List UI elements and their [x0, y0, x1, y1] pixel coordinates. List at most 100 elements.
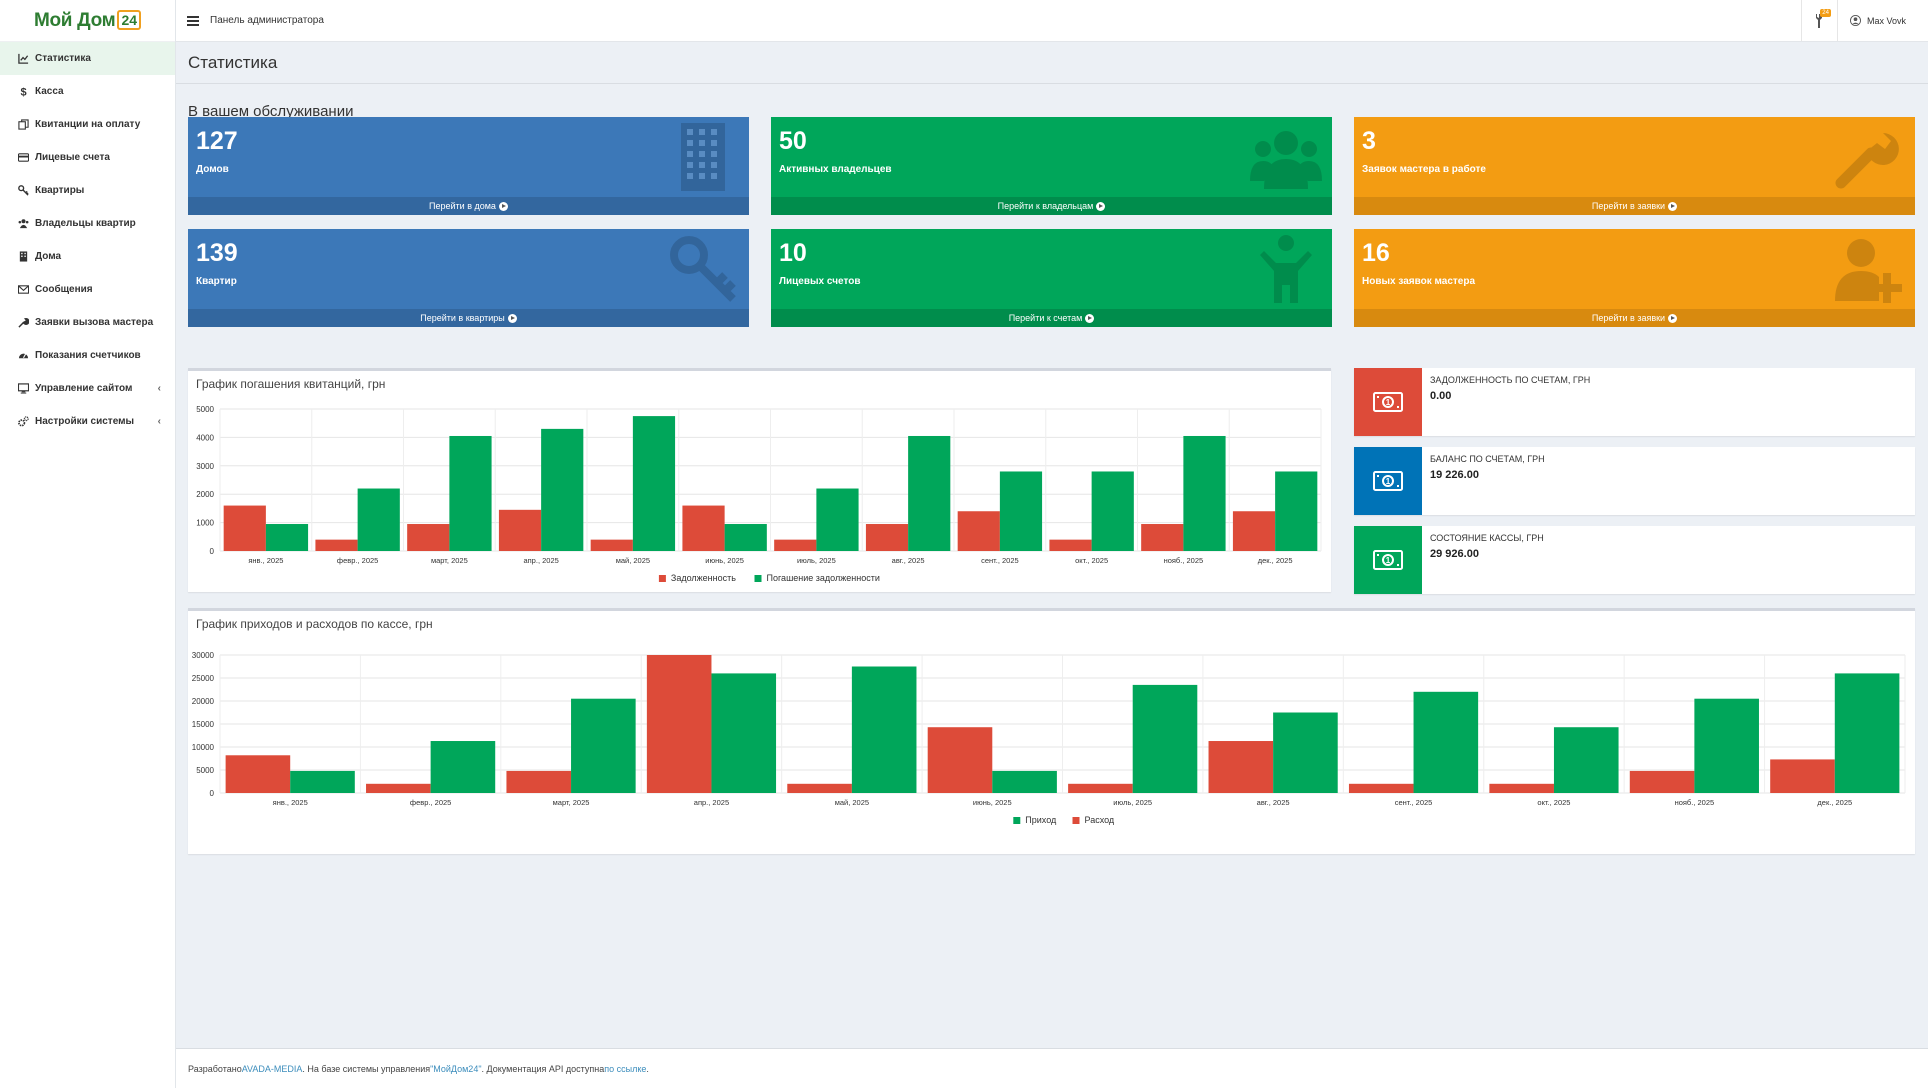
bar-Приход[interactable] — [571, 698, 636, 793]
bar-Задолженность[interactable] — [774, 539, 817, 551]
sidebar-item-label: Заявки вызова мастера — [35, 317, 154, 328]
legend-label[interactable]: Задолженность — [671, 573, 736, 583]
sidebar-item-0[interactable]: Статистика — [0, 42, 175, 75]
bar-Приход[interactable] — [1273, 712, 1338, 794]
sidebar-item-5[interactable]: Владельцы квартир — [0, 207, 175, 240]
bar-Расход[interactable] — [225, 755, 291, 793]
tile-link-label: Перейти в дома — [429, 201, 496, 211]
sidebar-item-label: Лицевые счета — [35, 152, 110, 163]
api-docs-link[interactable]: по ссылке — [604, 1063, 647, 1074]
bar-Задолженность[interactable] — [957, 511, 1000, 551]
footer-end: . — [646, 1063, 649, 1074]
bar-Расход[interactable] — [1208, 741, 1274, 793]
tile-link[interactable]: Перейти в заявки — [1354, 197, 1915, 215]
bar-Задолженность[interactable] — [315, 539, 358, 551]
sidebar-item-1[interactable]: $ Касса — [0, 75, 175, 108]
bar-Расход[interactable] — [366, 783, 431, 793]
sidebar-item-11[interactable]: Настройки системы ‹ — [0, 405, 175, 438]
sidebar-item-8[interactable]: Заявки вызова мастера — [0, 306, 175, 339]
bar-Погашение задолженности[interactable] — [449, 435, 492, 551]
y-tick-label: 2000 — [196, 490, 214, 499]
bar-Задолженность[interactable] — [498, 509, 542, 551]
bar-Расход[interactable] — [787, 783, 852, 793]
bar-Погашение задолженности[interactable] — [816, 488, 859, 551]
bar-Расход[interactable] — [927, 727, 993, 793]
bar-Приход[interactable] — [711, 673, 777, 793]
bar-Задолженность[interactable] — [407, 524, 450, 551]
bar-Расход[interactable] — [1770, 759, 1835, 793]
x-tick-label: сент., 2025 — [1395, 798, 1433, 807]
user-circle-icon — [1849, 15, 1861, 26]
bar-Расход[interactable] — [1348, 783, 1414, 793]
bar-Задолженность[interactable] — [865, 524, 909, 551]
bar-Приход[interactable] — [1132, 684, 1198, 793]
bar-Приход[interactable] — [1553, 727, 1619, 793]
bar-Задолженность[interactable] — [1232, 511, 1276, 551]
wrench-icon — [17, 317, 29, 329]
bar-Приход[interactable] — [1694, 698, 1759, 793]
bar-Расход[interactable] — [1068, 783, 1133, 793]
sidebar-item-7[interactable]: Сообщения — [0, 273, 175, 306]
bar-Погашение задолженности[interactable] — [999, 471, 1043, 551]
bar-Задолженность[interactable] — [223, 505, 266, 551]
arrow-circle-right-icon — [1096, 201, 1106, 211]
bar-Погашение задолженности[interactable] — [724, 524, 767, 551]
bar-Приход[interactable] — [851, 666, 917, 794]
bar-Приход[interactable] — [1834, 673, 1900, 793]
sidebar-item-10[interactable]: Управление сайтом ‹ — [0, 372, 175, 405]
x-tick-label: май, 2025 — [616, 556, 650, 565]
sidebar-item-4[interactable]: Квартиры — [0, 174, 175, 207]
bar-Погашение задолженности[interactable] — [265, 524, 309, 551]
bar-Приход[interactable] — [1413, 691, 1479, 793]
product-link[interactable]: "МойДом24" — [430, 1063, 482, 1074]
dollar-icon: $ — [17, 86, 29, 98]
user-menu[interactable]: Max Vovk — [1836, 0, 1928, 41]
y-tick-label: 3000 — [196, 462, 214, 471]
bar-Приход[interactable] — [290, 770, 355, 793]
x-tick-label: дек., 2025 — [1817, 798, 1852, 807]
sidebar-item-9[interactable]: Показания счетчиков — [0, 339, 175, 372]
developer-link[interactable]: AVADA-MEDIA — [241, 1063, 303, 1074]
bar-Расход[interactable] — [1489, 783, 1554, 793]
notifications-button[interactable]: 24 — [1800, 0, 1837, 41]
legend-label[interactable]: Погашение задолженности — [767, 573, 880, 583]
bar-Погашение задолженности[interactable] — [357, 488, 400, 551]
bar-Погашение задолженности[interactable] — [1275, 471, 1318, 551]
tile-link-label: Перейти в заявки — [1591, 313, 1666, 323]
bar-Приход[interactable] — [430, 741, 496, 793]
money-icon: 1 — [1354, 447, 1422, 515]
stat-tile: 139 Квартир Перейти в квартиры — [188, 229, 749, 327]
legend-label[interactable]: Расход — [1085, 815, 1115, 825]
bar-Задолженность[interactable] — [590, 539, 633, 551]
y-tick-label: 5000 — [196, 405, 214, 414]
legend-label[interactable]: Приход — [1025, 815, 1057, 825]
bar-Задолженность[interactable] — [682, 505, 725, 551]
info-label: СОСТОЯНИЕ КАССЫ, ГРН — [1430, 533, 1544, 543]
tile-label: Новых заявок мастера — [1362, 276, 1476, 287]
tile-link[interactable]: Перейти в заявки — [1354, 309, 1915, 327]
tile-link[interactable]: Перейти к счетам — [771, 309, 1332, 327]
bar-Расход[interactable] — [646, 655, 712, 793]
bar-Задолженность[interactable] — [1141, 524, 1184, 551]
sidebar-item-2[interactable]: Квитанции на оплату — [0, 108, 175, 141]
credit-card-icon — [17, 152, 29, 164]
sidebar-item-3[interactable]: Лицевые счета — [0, 141, 175, 174]
tile-link[interactable]: Перейти к владельцам — [771, 197, 1332, 215]
bar-Задолженность[interactable] — [1049, 539, 1092, 551]
bar-Расход[interactable] — [1629, 770, 1695, 793]
tile-link[interactable]: Перейти в дома — [188, 197, 749, 215]
logo[interactable]: Мой Дом 24 — [0, 0, 175, 42]
tile-link[interactable]: Перейти в квартиры — [188, 309, 749, 327]
bar-Погашение задолженности[interactable] — [1183, 435, 1226, 551]
bar-Погашение задолженности[interactable] — [1091, 471, 1134, 551]
cash-chart-box: График приходов и расходов по кассе, грн… — [188, 608, 1915, 854]
tile-label: Квартир — [196, 276, 237, 287]
chevron-left-icon: ‹ — [157, 416, 161, 427]
bar-Погашение задолженности[interactable] — [541, 428, 584, 551]
bar-Приход[interactable] — [992, 770, 1057, 793]
bar-Расход[interactable] — [506, 770, 572, 793]
bar-Погашение задолженности[interactable] — [632, 416, 676, 551]
sidebar-item-6[interactable]: Дома — [0, 240, 175, 273]
bar-Погашение задолженности[interactable] — [908, 435, 951, 551]
menu-toggle-button[interactable] — [176, 15, 210, 26]
